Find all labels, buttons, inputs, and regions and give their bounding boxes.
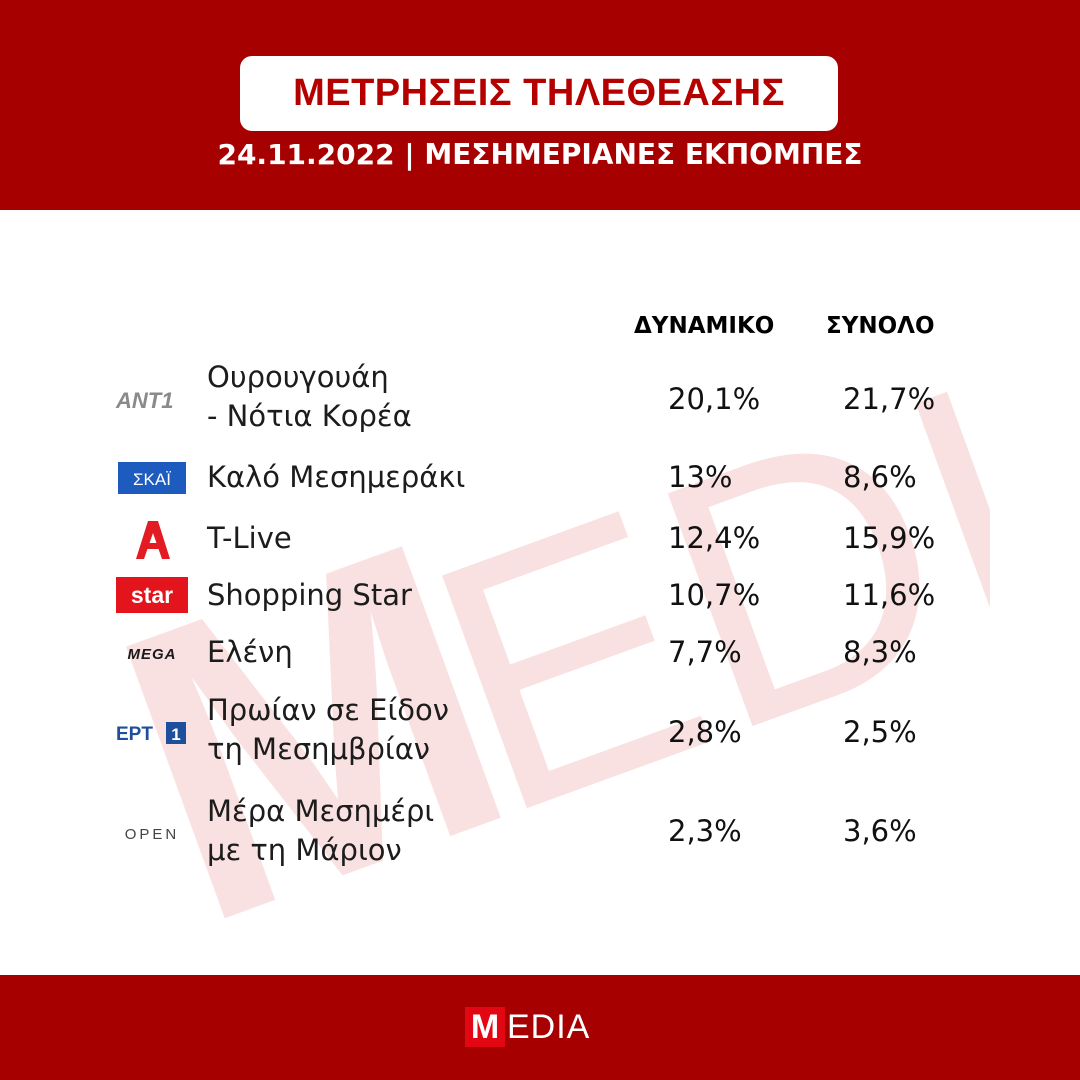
page-subtitle: 24.11.2022 | ΜΕΣΗΜΕΡΙΑΝΕΣ ΕΚΠΟΜΠΕΣ	[217, 138, 863, 171]
ert1-logo-text: ΕΡΤ	[116, 724, 153, 745]
program-line: Shopping Star	[207, 578, 412, 612]
header-banner: ΜΕΤΡΗΣΕΙΣ ΤΗΛΕΘΕΑΣΗΣ 24.11.2022 | ΜΕΣΗΜΕ…	[0, 0, 1080, 210]
program-name: Ελένη	[207, 633, 293, 672]
column-header-dynamiko: ΔΥΝΑΜΙΚΟ	[634, 313, 775, 339]
open-logo-text: OPEN	[125, 826, 180, 843]
skai-logo: ΣΚΑΪ	[112, 460, 192, 496]
star-logo-text: star	[131, 582, 173, 608]
star-logo: star	[112, 576, 192, 614]
ant1-logo-text: ANT1	[115, 388, 173, 413]
footer-banner	[0, 975, 1080, 1080]
dynamiko-value: 13%	[668, 460, 733, 494]
dynamiko-value: 2,3%	[668, 814, 742, 848]
program-line: T-Live	[207, 521, 292, 555]
dynamiko-value: 20,1%	[668, 382, 761, 416]
program-name: Πρωίαν σε Είδον τη Μεσημβρίαν	[207, 691, 449, 769]
program-name: Μέρα Μεσημέρι με τη Μάριον	[207, 792, 434, 870]
page-title: ΜΕΤΡΗΣΕΙΣ ΤΗΛΕΘΕΑΣΗΣ	[293, 72, 785, 114]
program-name: Shopping Star	[207, 576, 412, 615]
title-box: ΜΕΤΡΗΣΕΙΣ ΤΗΛΕΘΕΑΣΗΣ	[240, 56, 838, 131]
program-line: με τη Μάριον	[207, 833, 402, 867]
synolo-value: 15,9%	[843, 521, 936, 555]
dynamiko-value: 12,4%	[668, 521, 761, 555]
ert1-logo-number: 1	[171, 725, 180, 744]
open-logo: OPEN	[112, 818, 192, 848]
synolo-value: 8,6%	[843, 460, 917, 494]
program-line: - Νότια Κορέα	[207, 399, 412, 433]
program-name: Ουρουγουάη - Νότια Κορέα	[207, 358, 412, 436]
dynamiko-value: 2,8%	[668, 715, 742, 749]
mega-logo: MEGA	[112, 637, 192, 669]
ant1-logo: ANT1	[112, 378, 192, 414]
column-header-synolo: ΣΥΝΟΛΟ	[826, 313, 935, 339]
synolo-value: 2,5%	[843, 715, 917, 749]
synolo-value: 8,3%	[843, 635, 917, 669]
program-line: Καλό Μεσημεράκι	[207, 460, 466, 494]
program-name: T-Live	[207, 519, 292, 558]
program-line: Ελένη	[207, 635, 293, 669]
program-line: τη Μεσημβρίαν	[207, 732, 431, 766]
media-logo: M EDIA	[465, 1007, 590, 1047]
synolo-value: 11,6%	[843, 578, 936, 612]
media-logo-rest: EDIA	[507, 1008, 591, 1046]
dynamiko-value: 7,7%	[668, 635, 742, 669]
program-line: Μέρα Μεσημέρι	[207, 794, 435, 828]
mega-logo-text: MEGA	[128, 646, 177, 663]
skai-logo-text: ΣΚΑΪ	[133, 470, 171, 489]
alpha-logo	[112, 519, 192, 561]
synolo-value: 21,7%	[843, 382, 936, 416]
dynamiko-value: 10,7%	[668, 578, 761, 612]
ert1-logo: ΕΡΤ 1	[112, 717, 192, 749]
program-line: Πρωίαν σε Είδον	[207, 693, 449, 727]
program-name: Καλό Μεσημεράκι	[207, 458, 465, 497]
program-line: Ουρουγουάη	[207, 360, 389, 394]
media-logo-m: M	[465, 1007, 505, 1047]
synolo-value: 3,6%	[843, 814, 917, 848]
